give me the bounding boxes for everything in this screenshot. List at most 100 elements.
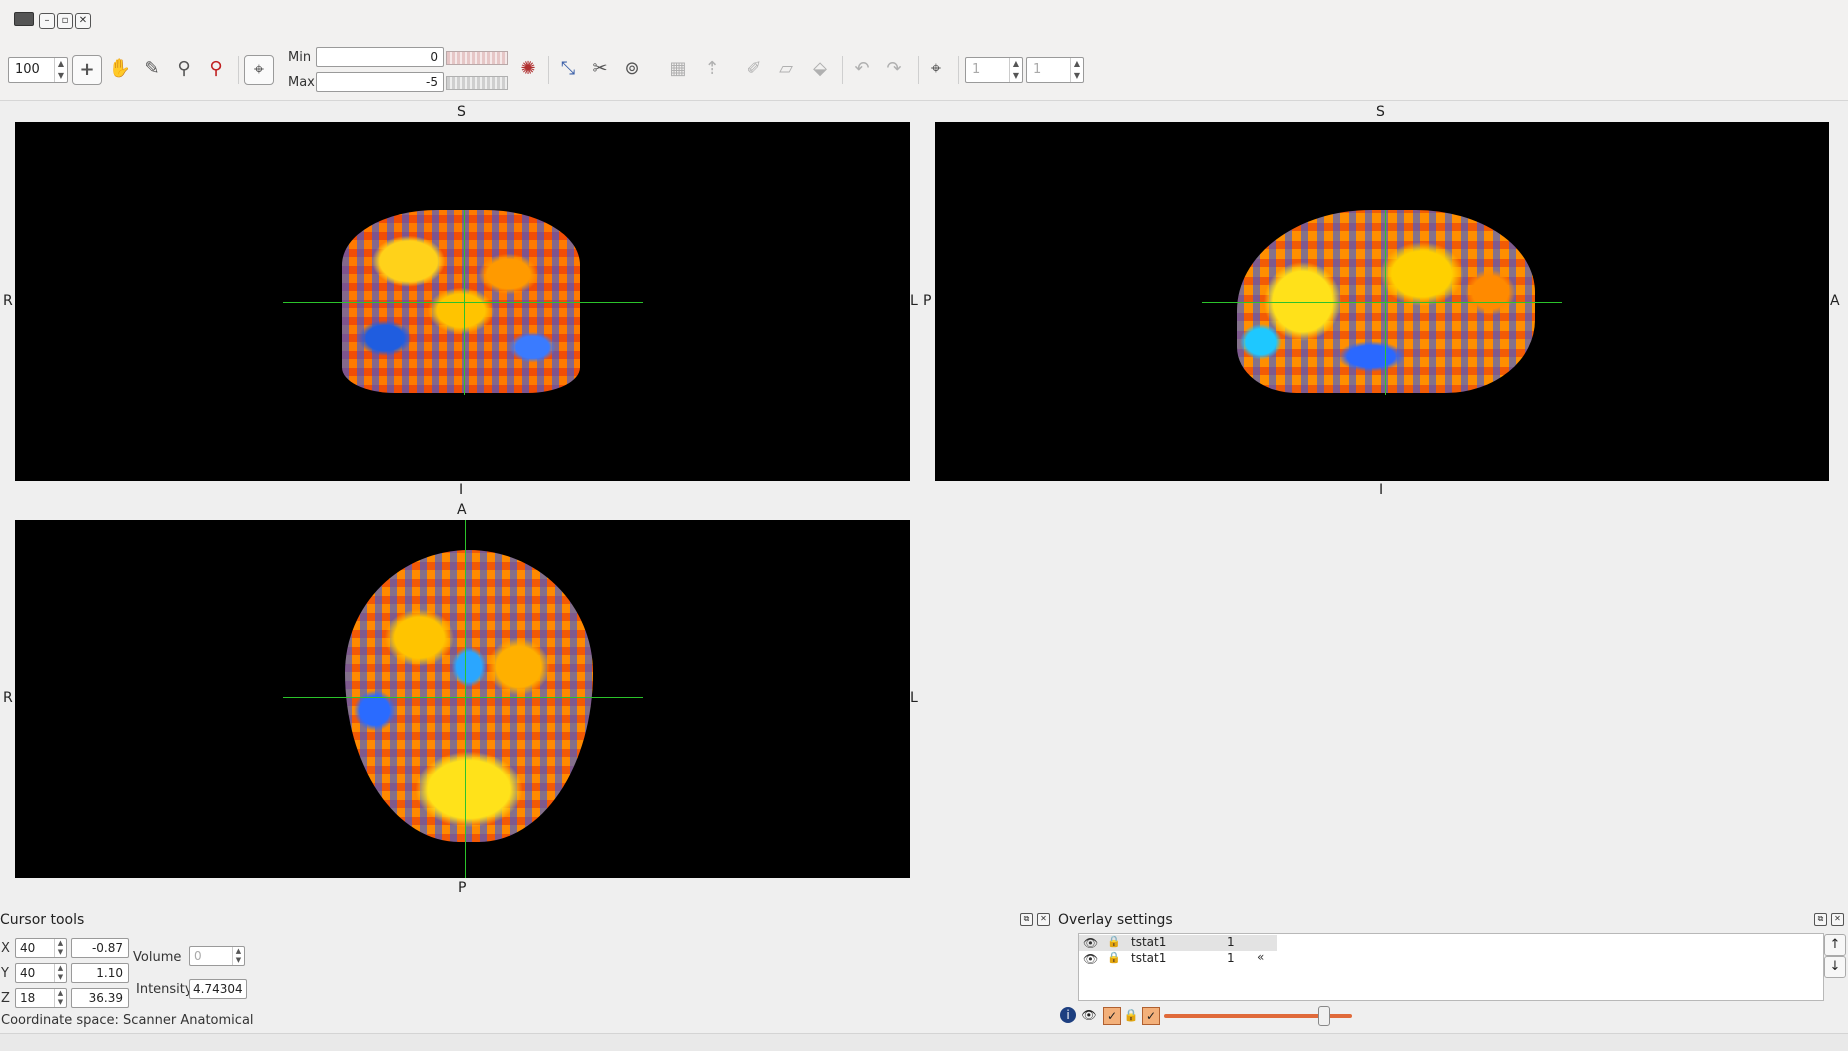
close-icon[interactable]: ✕ xyxy=(75,13,91,29)
checkbox-icon[interactable]: ✓ xyxy=(1142,1007,1160,1025)
sagittal-crosshair-horizontal xyxy=(1202,302,1562,303)
coronal-crosshair-horizontal xyxy=(283,302,643,303)
axial-label-bottom: P xyxy=(458,880,467,896)
max-slider[interactable] xyxy=(446,76,508,90)
binoculars-icon[interactable]: ⊚ xyxy=(624,58,640,79)
frame-value-a: 1 xyxy=(972,62,981,77)
axial-view[interactable] xyxy=(15,520,910,878)
eye-icon[interactable]: 👁 xyxy=(1083,936,1099,950)
lock-icon[interactable]: 🔒 xyxy=(1107,951,1121,964)
intensity-field: 4.74304 xyxy=(189,979,247,999)
eraser-icon: ▱ xyxy=(779,58,793,79)
info-icon[interactable]: i xyxy=(1060,1007,1076,1023)
redo-icon: ↷ xyxy=(886,58,902,79)
toolbar-separator xyxy=(238,56,239,84)
axial-brain-slice xyxy=(345,550,593,842)
overlay-row[interactable]: 👁 🔒 tstat1 1 xyxy=(1079,935,1277,951)
max-label: Max xyxy=(288,75,315,90)
z-voxel-value: 18 xyxy=(20,991,36,1005)
x-voxel-spinbox[interactable]: 40 ▲ ▼ xyxy=(15,938,67,958)
app-icon xyxy=(14,12,34,26)
coronal-label-left: R xyxy=(3,293,13,309)
volume-label: Volume xyxy=(133,950,182,965)
overlay-dock-close-icon[interactable]: ✕ xyxy=(1831,913,1844,926)
eye-icon[interactable]: 👁 xyxy=(1083,952,1099,966)
y-label: Y xyxy=(1,966,9,981)
sagittal-label-right: A xyxy=(1830,293,1840,309)
overlay-dock-float-icon[interactable]: ⧉ xyxy=(1814,913,1827,926)
sagittal-crosshair-vertical xyxy=(1385,210,1386,395)
cursor-dock-float-icon[interactable]: ⧉ xyxy=(1020,913,1033,926)
max-input[interactable]: -5 xyxy=(316,72,444,92)
frame-value-b: 1 xyxy=(1033,62,1042,77)
lock-icon[interactable]: 🔒 xyxy=(1123,1008,1139,1022)
axial-crosshair-vertical xyxy=(465,520,466,878)
brush-icon: ✐ xyxy=(746,58,762,79)
volume-spin-arrows-icon: ▲ ▼ xyxy=(232,947,244,965)
min-label: Min xyxy=(288,50,312,65)
coronal-brain-slice xyxy=(342,210,580,393)
bucket-icon: ⬙ xyxy=(813,58,827,79)
zoom-in-button[interactable]: + xyxy=(72,55,102,85)
zoom-reset-icon[interactable]: ⚲ xyxy=(209,58,223,79)
zoom-spin-arrows-icon[interactable]: ▲ ▼ xyxy=(54,58,67,82)
cut-icon[interactable]: ✂ xyxy=(592,58,608,79)
sagittal-brain-slice xyxy=(1237,210,1535,393)
z-label: Z xyxy=(1,991,10,1006)
fill-icon: ▦ xyxy=(669,58,687,79)
overlay-volume: 1 xyxy=(1227,951,1235,965)
opacity-slider-handle[interactable] xyxy=(1317,1006,1330,1026)
lock-icon[interactable]: 🔒 xyxy=(1107,935,1121,948)
sagittal-label-bottom: I xyxy=(1379,482,1384,498)
minimize-icon[interactable]: – xyxy=(39,13,55,29)
overlay-row[interactable]: 👁 🔒 tstat1 1 « xyxy=(1079,950,1277,967)
y-world-field[interactable]: 1.10 xyxy=(71,963,129,983)
mask-tool-icon[interactable]: ⤡ xyxy=(560,58,576,79)
ortho-viewer: S I R L S I P A A P R L xyxy=(0,101,1848,901)
status-bar xyxy=(0,1033,1848,1051)
double-chevron-left-icon[interactable]: « xyxy=(1257,950,1265,964)
volume-spinbox: 0 ▲ ▼ xyxy=(189,946,245,966)
magnifier-icon[interactable]: ⚲ xyxy=(177,58,191,79)
cursor-tools-title: Cursor tools xyxy=(0,912,85,928)
z-spin-arrows-icon[interactable]: ▲ ▼ xyxy=(54,989,66,1007)
axial-label-right: L xyxy=(910,690,918,706)
frame-spinbox-a: 1 ▲ ▼ xyxy=(965,57,1023,83)
cursor-dock-close-icon[interactable]: ✕ xyxy=(1037,913,1050,926)
title-bar: – ▫ ✕ xyxy=(0,0,1848,44)
y-voxel-spinbox[interactable]: 40 ▲ ▼ xyxy=(15,963,67,983)
frame-a-spin-arrows-icon: ▲ ▼ xyxy=(1009,58,1022,82)
x-voxel-value: 40 xyxy=(20,941,36,955)
overlay-name: tstat1 xyxy=(1131,935,1167,949)
bricks-icon[interactable]: ✺ xyxy=(520,58,536,79)
move-overlay-down-button[interactable]: ↓ xyxy=(1824,956,1846,978)
crosshair-toggle-button[interactable]: ⌖ xyxy=(244,55,274,85)
y-voxel-value: 40 xyxy=(20,966,36,980)
z-world-field[interactable]: 36.39 xyxy=(71,988,129,1008)
coronal-label-right: L xyxy=(910,293,918,309)
undo-icon: ↶ xyxy=(854,58,870,79)
coronal-view[interactable] xyxy=(15,122,910,481)
overlay-list[interactable]: 👁 🔒 tstat1 1 👁 🔒 tstat1 1 « xyxy=(1078,933,1824,1001)
intensity-label: Intensity xyxy=(136,982,193,997)
eye-icon[interactable]: 👁 xyxy=(1081,1008,1097,1022)
checkbox-icon[interactable]: ✓ xyxy=(1103,1007,1121,1025)
min-slider[interactable] xyxy=(446,51,508,65)
sagittal-label-top: S xyxy=(1376,104,1385,120)
restore-icon[interactable]: ▫ xyxy=(57,13,73,29)
crosshair-icon[interactable]: ⌖ xyxy=(930,58,942,79)
x-world-field[interactable]: -0.87 xyxy=(71,938,129,958)
sagittal-view[interactable] xyxy=(935,122,1829,481)
move-overlay-up-button[interactable]: ↑ xyxy=(1824,934,1846,956)
toolbar-separator xyxy=(958,56,959,84)
y-spin-arrows-icon[interactable]: ▲ ▼ xyxy=(54,964,66,982)
coordinate-space-label: Coordinate space: Scanner Anatomical xyxy=(1,1013,254,1028)
hand-icon[interactable]: ✋ xyxy=(108,58,132,79)
toolbar-separator xyxy=(918,56,919,84)
pencil-icon[interactable]: ✎ xyxy=(144,58,160,79)
z-voxel-spinbox[interactable]: 18 ▲ ▼ xyxy=(15,988,67,1008)
opacity-slider-track[interactable] xyxy=(1164,1014,1352,1018)
min-input[interactable]: 0 xyxy=(316,47,444,67)
zoom-spinbox[interactable]: 100 ▲ ▼ xyxy=(8,57,68,83)
x-spin-arrows-icon[interactable]: ▲ ▼ xyxy=(54,939,66,957)
